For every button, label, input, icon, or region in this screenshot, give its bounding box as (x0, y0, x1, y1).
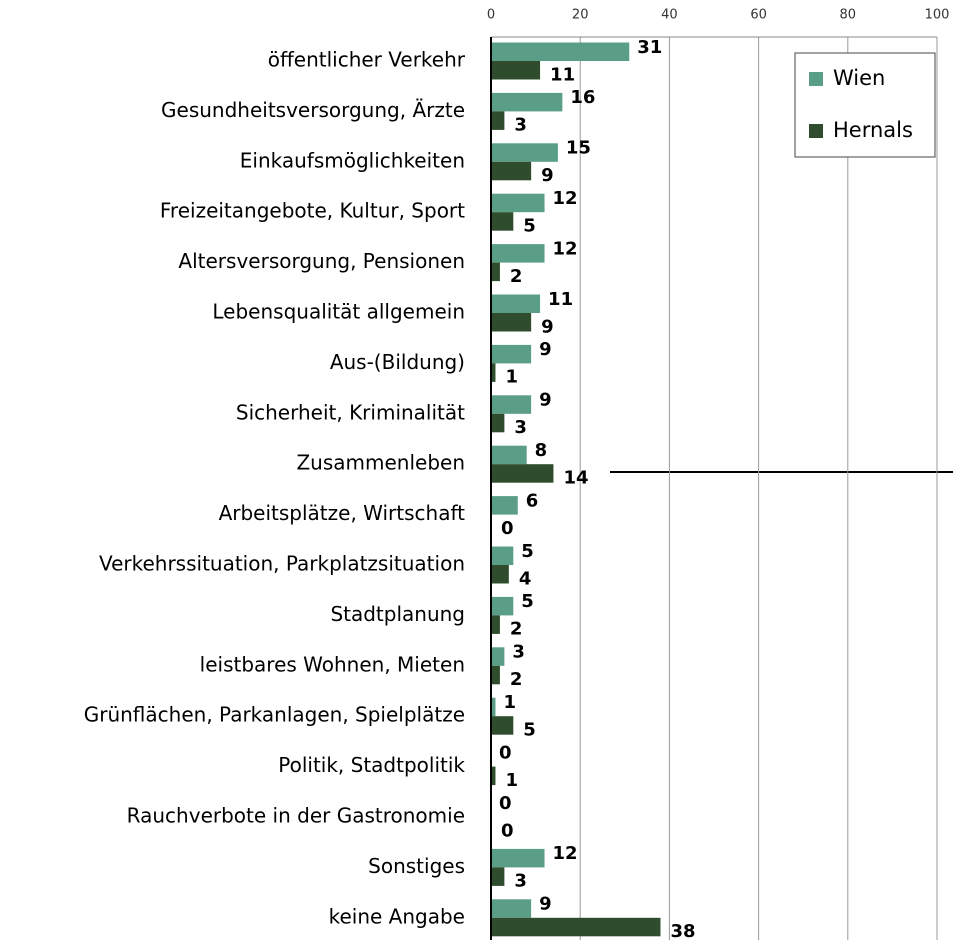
y-tick-label: leistbares Wohnen, Mieten (200, 652, 465, 676)
data-label: 8 (535, 440, 548, 461)
y-tick-label: Freizeitangebote, Kultur, Sport (160, 199, 465, 223)
y-tick-label: Lebensqualität allgemein (212, 300, 465, 324)
x-tick-label: 100 (925, 8, 950, 23)
data-label: 14 (563, 467, 588, 488)
data-label: 0 (499, 742, 512, 763)
data-label: 9 (539, 894, 552, 915)
data-label: 2 (510, 619, 523, 640)
y-tick-label: öffentlicher Verkehr (268, 48, 466, 72)
bar (491, 111, 505, 130)
bar (491, 212, 514, 231)
bar (491, 61, 541, 80)
data-label: 5 (523, 215, 536, 236)
bar (491, 395, 532, 414)
y-tick-label: Sicherheit, Kriminalität (236, 400, 465, 424)
bar (491, 917, 661, 937)
data-label: 38 (670, 921, 695, 940)
y-tick-label: Zusammenleben (296, 451, 465, 475)
bar (491, 445, 527, 465)
x-tick-label: 40 (661, 8, 678, 23)
data-label: 9 (539, 339, 552, 360)
y-tick-label: Stadtplanung (330, 602, 465, 626)
data-label: 0 (501, 820, 514, 841)
data-label: 0 (501, 518, 514, 539)
bar (491, 193, 545, 213)
legend-swatch (809, 72, 823, 86)
bar (491, 647, 505, 666)
data-label: 3 (514, 871, 527, 892)
data-label: 12 (553, 238, 578, 259)
y-tick-label: Verkehrssituation, Parkplatzsituation (99, 552, 465, 576)
data-label: 0 (499, 793, 512, 814)
x-tick-label: 0 (487, 8, 495, 23)
bar (491, 615, 500, 634)
data-label: 3 (514, 417, 527, 438)
bar (491, 313, 532, 332)
data-label: 1 (505, 367, 518, 388)
bar (491, 344, 532, 364)
data-label: 3 (512, 642, 525, 663)
data-label: 9 (539, 390, 552, 411)
data-label: 5 (521, 591, 534, 612)
data-label: 2 (510, 266, 523, 287)
bar (491, 596, 514, 616)
y-tick-label: Einkaufsmöglichkeiten (240, 148, 465, 172)
data-label: 5 (523, 719, 536, 740)
data-label: 11 (550, 64, 575, 85)
legend-label: Hernals (833, 118, 913, 142)
bar (491, 363, 496, 382)
y-tick-label: Politik, Stadtpolitik (278, 753, 465, 777)
y-tick-label: Altersversorgung, Pensionen (178, 249, 465, 273)
bar (491, 143, 558, 162)
bar (491, 294, 541, 313)
bar (491, 92, 563, 112)
bar (491, 766, 496, 786)
data-label: 12 (553, 843, 578, 864)
legend-box (794, 52, 936, 158)
bar (491, 867, 505, 886)
bar (491, 244, 545, 263)
bar (491, 848, 545, 868)
y-tick-label: Grünflächen, Parkanlagen, Spielplätze (84, 703, 465, 727)
data-label: 5 (521, 541, 534, 562)
y-tick-label: Rauchverbote in der Gastronomie (127, 804, 465, 828)
y-tick-label: Sonstiges (368, 854, 465, 878)
bar (491, 161, 532, 181)
bar (491, 464, 554, 483)
data-label: 1 (503, 692, 516, 713)
bar (491, 546, 514, 565)
data-label: 6 (526, 490, 539, 511)
data-label: 2 (510, 669, 523, 690)
bar (491, 697, 496, 717)
data-label: 11 (548, 289, 573, 310)
bar (491, 565, 509, 584)
legend-label: Wien (833, 66, 885, 90)
bar (491, 496, 518, 515)
y-tick-label: Aus-(Bildung) (330, 350, 465, 374)
data-label: 12 (553, 188, 578, 209)
y-tick-label: keine Angabe (329, 904, 465, 928)
x-tick-label: 80 (840, 8, 857, 23)
data-label: 16 (570, 87, 595, 108)
data-label: 4 (519, 568, 532, 589)
bar (491, 262, 500, 282)
data-label: 9 (541, 165, 554, 186)
bar (491, 716, 514, 735)
data-label: 31 (637, 37, 662, 58)
data-label: 1 (505, 770, 518, 791)
x-tick-label: 20 (572, 8, 589, 23)
y-tick-label: Arbeitsplätze, Wirtschaft (219, 501, 466, 525)
bar (491, 413, 505, 433)
y-tick-label: Gesundheitsversorgung, Ärzte (161, 98, 465, 122)
data-label: 3 (514, 115, 527, 136)
legend-swatch (809, 124, 823, 138)
data-label: 9 (541, 316, 554, 337)
bar (491, 665, 500, 685)
data-label: 15 (566, 138, 591, 159)
bar (491, 42, 630, 61)
bar (491, 899, 532, 918)
x-tick-label: 60 (750, 8, 767, 23)
